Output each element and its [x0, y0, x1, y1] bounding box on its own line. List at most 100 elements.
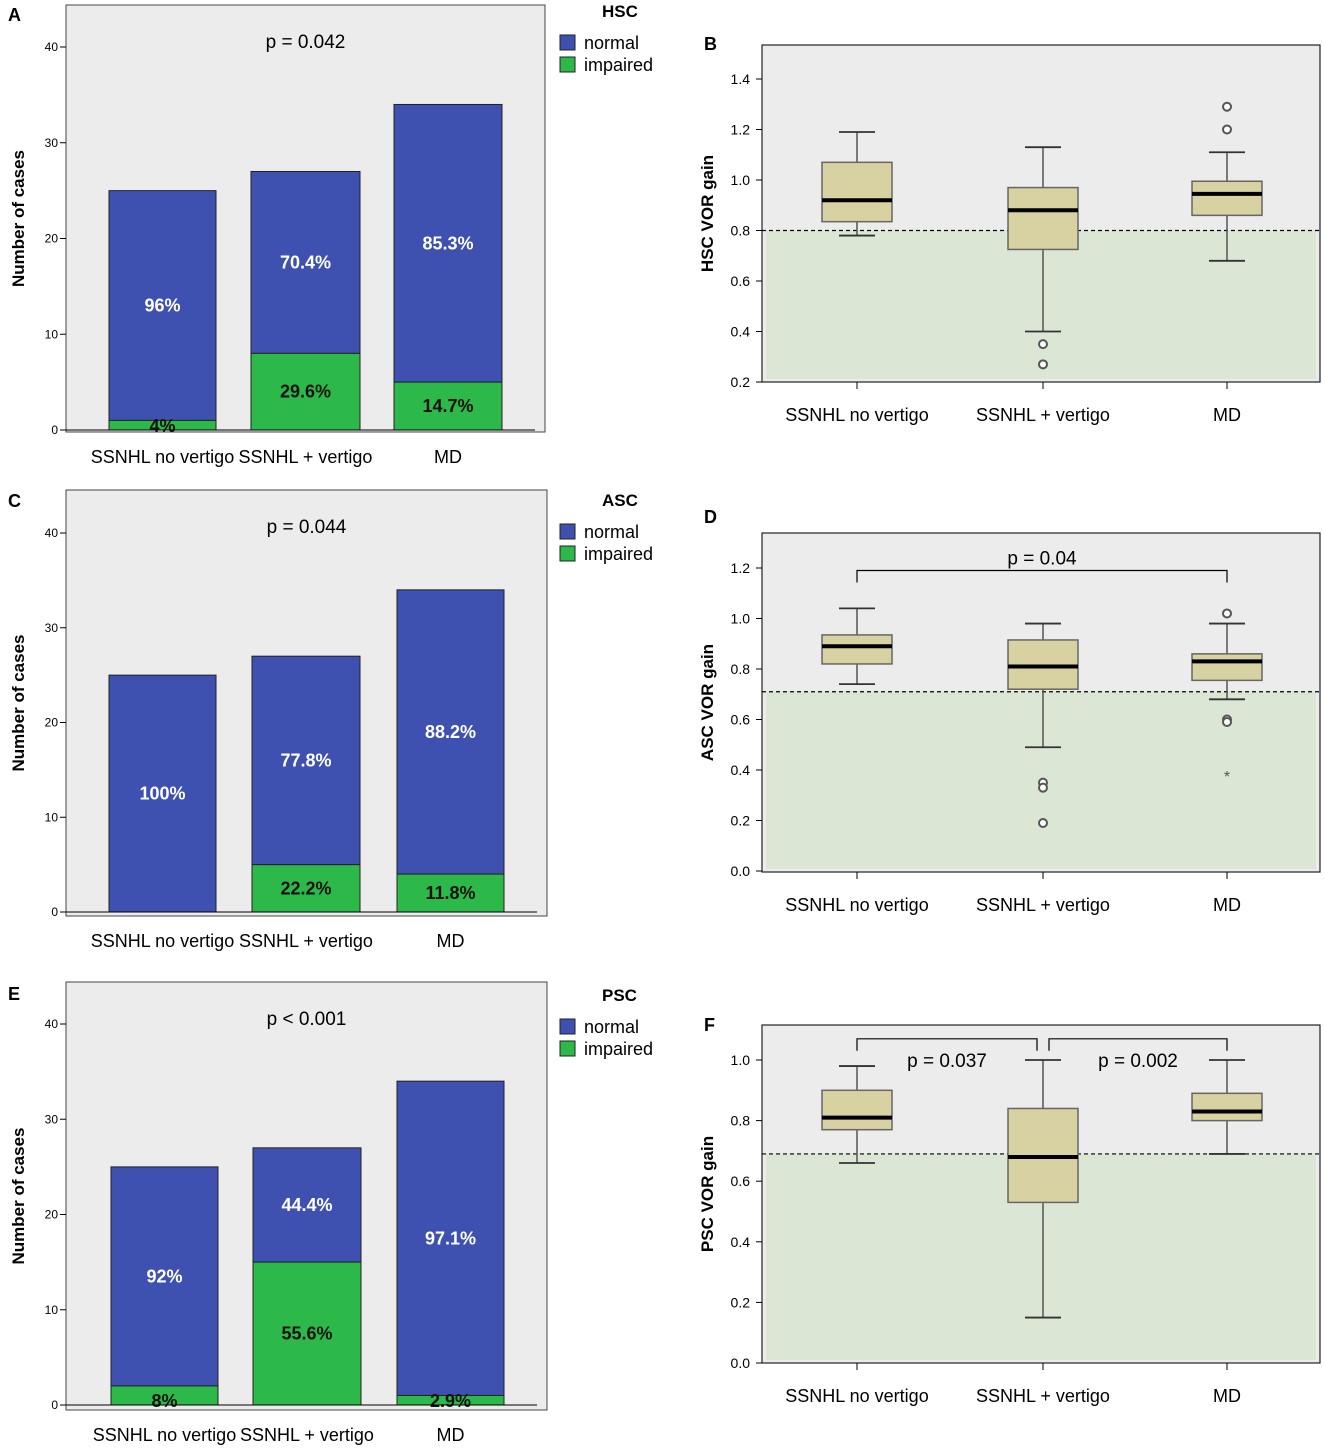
bracket-line — [1048, 1038, 1228, 1051]
bar-label-normal: 97.1% — [425, 1228, 476, 1248]
x-category-label: MD — [1213, 895, 1241, 915]
y-tick-label: 0.4 — [731, 1234, 751, 1250]
box-iqr — [1191, 653, 1263, 682]
bar-label-impaired: 55.6% — [281, 1324, 332, 1344]
bar-label-normal: 70.4% — [280, 252, 331, 272]
y-tick-label: 10 — [45, 810, 59, 824]
comparison-p-value: p = 0.04 — [1007, 549, 1077, 570]
box-0 — [821, 607, 893, 686]
bracket-line — [856, 569, 1228, 583]
bar-impaired — [396, 873, 505, 913]
bar-normal — [393, 103, 503, 383]
bar-normal — [252, 1147, 362, 1263]
outlier-point — [1222, 608, 1232, 619]
bar-impaired — [252, 1261, 362, 1406]
y-tick-label: 0.6 — [731, 712, 751, 728]
x-category-label: MD — [1213, 1386, 1241, 1406]
impaired-zone — [766, 230, 1316, 379]
y-tick-label: 0.2 — [731, 374, 751, 390]
y-tick-label: 30 — [45, 136, 59, 150]
bar-impaired — [251, 864, 361, 913]
bar-label-impaired: 14.7% — [422, 396, 473, 416]
legend-label-normal: normal — [584, 1017, 639, 1037]
x-category-label: MD — [434, 447, 462, 467]
y-tick-label: 0.4 — [731, 762, 751, 778]
bar-label-impaired: 4% — [149, 416, 175, 436]
legend-title: HSC — [602, 2, 638, 21]
bar-normal — [108, 190, 217, 421]
comparison-p-value: p = 0.037 — [907, 1051, 987, 1072]
y-tick-label: 40 — [45, 1017, 59, 1031]
box-2 — [1191, 101, 1263, 262]
outlier-point — [1038, 359, 1048, 370]
y-tick-label: 1.4 — [731, 71, 751, 87]
bar-normal — [110, 1166, 219, 1387]
legend-label-impaired: impaired — [584, 1039, 653, 1059]
x-category-label: SSNHL no vertigo — [91, 931, 234, 951]
box-panel-D: D 0.0 0.2 0.4 0.6 0.8 1.0 1.2 ASC VOR gain SSNHL … — [698, 507, 1321, 915]
x-category-label: MD — [437, 931, 465, 951]
legend-swatch-impaired — [559, 1040, 576, 1057]
bar-panel-E: E 0 10 20 30 40 Number of cases 92% 8% SSNHL no v… — [8, 981, 653, 1445]
comparison-bracket: p = 0.04 — [856, 549, 1228, 583]
bar-label-normal: 77.8% — [280, 750, 331, 770]
y-tick-label: 0.6 — [731, 1173, 751, 1189]
extreme-point: * — [1224, 769, 1230, 786]
bar-label-normal: 100% — [139, 784, 185, 804]
legend-swatch-impaired — [559, 56, 576, 73]
x-category-label: SSNHL no vertigo — [785, 895, 928, 915]
y-axis-label: HSC VOR gain — [698, 155, 717, 272]
legend-swatch-normal — [559, 34, 576, 51]
y-tick-label: 0.6 — [731, 273, 751, 289]
y-tick-label: 1.2 — [731, 560, 751, 576]
bar-panel-C: C 0 10 20 30 40 Number of cases 100% SSNHL no ve… — [8, 489, 653, 951]
x-category-label: SSNHL + vertigo — [976, 895, 1110, 915]
bar-impaired — [250, 352, 361, 431]
panel-letter: E — [8, 984, 20, 1004]
box-iqr — [821, 1089, 893, 1131]
x-category-label: SSNHL + vertigo — [976, 1386, 1110, 1406]
bar-normal — [250, 170, 361, 354]
panel-letter: B — [704, 34, 717, 54]
x-category-label: SSNHL no vertigo — [93, 1425, 236, 1445]
legend-label-normal: normal — [584, 33, 639, 53]
y-axis-label: Number of cases — [9, 1128, 28, 1265]
bar-normal — [108, 674, 217, 913]
bar-impaired — [393, 381, 503, 431]
legend-title: PSC — [602, 986, 637, 1005]
outlier-point — [1222, 101, 1232, 112]
box-panel-F: F 0.0 0.2 0.4 0.6 0.8 1.0 PSC VOR gain SSNHL no … — [698, 1015, 1321, 1406]
outlier-point — [1038, 782, 1048, 793]
outlier-point — [1222, 717, 1232, 728]
p-value-annotation: p < 0.001 — [267, 1009, 347, 1030]
y-axis-label: Number of cases — [9, 635, 28, 772]
legend-swatch-normal — [559, 1018, 576, 1035]
y-tick-label: 1.0 — [731, 1052, 751, 1068]
y-tick-label: 1.0 — [731, 611, 751, 627]
x-category-label: SSNHL no vertigo — [91, 447, 234, 467]
y-tick-label: 20 — [45, 1208, 59, 1222]
box-1 — [1007, 622, 1079, 829]
x-category-label: SSNHL no vertigo — [785, 1386, 928, 1406]
legend-swatch-normal — [559, 523, 576, 540]
outlier-point — [1038, 339, 1048, 350]
legend-label-normal: normal — [584, 522, 639, 542]
comparison-p-value: p = 0.002 — [1098, 1051, 1178, 1072]
y-tick-label: 20 — [45, 232, 59, 246]
legend-swatch-impaired — [559, 545, 576, 562]
y-tick-label: 40 — [45, 526, 59, 540]
outlier-point — [1038, 818, 1048, 829]
y-axis-label: PSC VOR gain — [698, 1136, 717, 1252]
p-value-annotation: p = 0.044 — [267, 517, 347, 538]
box-2: * — [1191, 608, 1263, 786]
y-tick-label: 10 — [45, 1303, 59, 1317]
y-tick-label: 10 — [45, 327, 59, 341]
comparison-bracket: p = 0.037 — [856, 1038, 1038, 1072]
y-tick-label: 1.0 — [731, 172, 751, 188]
box-iqr — [821, 161, 893, 223]
comparison-bracket: p = 0.002 — [1048, 1038, 1228, 1072]
box-1 — [1007, 1059, 1079, 1319]
panel-letter: F — [704, 1015, 715, 1035]
bar-label-normal: 44.4% — [281, 1195, 332, 1215]
